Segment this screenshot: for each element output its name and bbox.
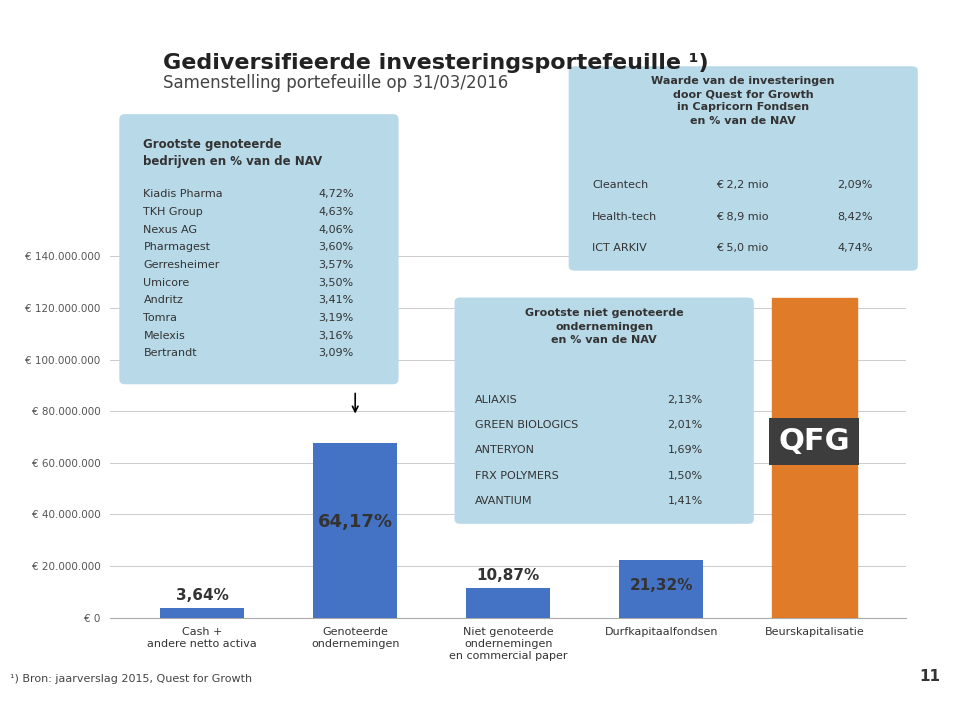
Text: FRX POLYMERS: FRX POLYMERS — [475, 470, 558, 480]
Text: 4,06%: 4,06% — [318, 225, 353, 234]
Text: ICT ARKIV: ICT ARKIV — [593, 243, 647, 253]
Bar — [466, 588, 550, 618]
Text: € 2,2 mio: € 2,2 mio — [716, 180, 769, 190]
Text: 64,17%: 64,17% — [317, 512, 392, 531]
Text: 3,16%: 3,16% — [318, 331, 353, 340]
Text: 11: 11 — [919, 670, 940, 684]
Text: Bertrandt: Bertrandt — [144, 348, 198, 359]
Text: 3,60%: 3,60% — [318, 242, 353, 253]
Text: 1,41%: 1,41% — [667, 496, 703, 505]
Text: € 8,9 mio: € 8,9 mio — [716, 212, 769, 222]
FancyBboxPatch shape — [119, 114, 399, 384]
Text: 3,64%: 3,64% — [175, 588, 228, 603]
Text: Grootste genoteerde
bedrijven en % van de NAV: Grootste genoteerde bedrijven en % van d… — [144, 138, 323, 168]
Text: GREEN BIOLOGICS: GREEN BIOLOGICS — [475, 420, 578, 430]
Text: 2,01%: 2,01% — [667, 420, 703, 430]
Text: Health-tech: Health-tech — [593, 212, 658, 222]
Text: Pharmagest: Pharmagest — [144, 242, 210, 253]
Text: 3,09%: 3,09% — [318, 348, 353, 359]
Text: 4,63%: 4,63% — [318, 207, 353, 217]
Bar — [160, 608, 245, 618]
Text: 1,50%: 1,50% — [667, 470, 703, 480]
Text: Q  U  E  S  T: Q U E S T — [27, 105, 77, 114]
Text: 3,41%: 3,41% — [318, 296, 353, 305]
Text: 3,57%: 3,57% — [318, 260, 353, 270]
Bar — [313, 443, 397, 618]
Text: Gediversifieerde investeringsportefeuille ¹): Gediversifieerde investeringsportefeuill… — [163, 53, 709, 72]
Text: Kiadis Pharma: Kiadis Pharma — [144, 190, 223, 199]
Text: Samenstelling portefeuille op 31/03/2016: Samenstelling portefeuille op 31/03/2016 — [163, 74, 508, 92]
Text: Cleantech: Cleantech — [593, 180, 648, 190]
Text: 4,72%: 4,72% — [318, 190, 354, 199]
Text: Grootste niet genoteerde
ondernemingen
en % van de NAV: Grootste niet genoteerde ondernemingen e… — [525, 308, 684, 345]
Text: 2,09%: 2,09% — [837, 180, 873, 190]
Text: 3,19%: 3,19% — [318, 313, 353, 323]
Text: 10,87%: 10,87% — [477, 568, 540, 583]
Text: Andritz: Andritz — [144, 296, 183, 305]
Text: Waarde van de investeringen
door Quest for Growth
in Capricorn Fondsen
en % van : Waarde van de investeringen door Quest f… — [651, 76, 835, 126]
Text: Gerresheimer: Gerresheimer — [144, 260, 220, 270]
Text: 21,32%: 21,32% — [630, 578, 693, 593]
Text: 2,13%: 2,13% — [667, 395, 703, 406]
Text: ANTERYON: ANTERYON — [475, 446, 535, 456]
Text: ALIAXIS: ALIAXIS — [475, 395, 518, 406]
Text: AVANTIUM: AVANTIUM — [475, 496, 532, 505]
Text: € 5,0 mio: € 5,0 mio — [716, 243, 768, 253]
Text: Tomra: Tomra — [144, 313, 177, 323]
FancyBboxPatch shape — [569, 66, 918, 271]
Text: FOR: FOR — [60, 60, 83, 69]
Text: ¹) Bron: jaarverslag 2015, Quest for Growth: ¹) Bron: jaarverslag 2015, Quest for Gro… — [10, 675, 251, 684]
Text: 1,69%: 1,69% — [667, 446, 703, 456]
Text: Nexus AG: Nexus AG — [144, 225, 198, 234]
Text: Umicore: Umicore — [144, 278, 190, 288]
Text: TKH Group: TKH Group — [144, 207, 203, 217]
Bar — [620, 559, 704, 618]
Text: Melexis: Melexis — [144, 331, 185, 340]
Text: Q: Q — [60, 76, 83, 104]
Text: 4,74%: 4,74% — [837, 243, 873, 253]
Bar — [772, 298, 856, 618]
FancyBboxPatch shape — [455, 298, 754, 524]
Text: 3,50%: 3,50% — [318, 278, 353, 288]
Text: QFG: QFG — [779, 428, 851, 456]
Text: 8,42%: 8,42% — [837, 212, 873, 222]
